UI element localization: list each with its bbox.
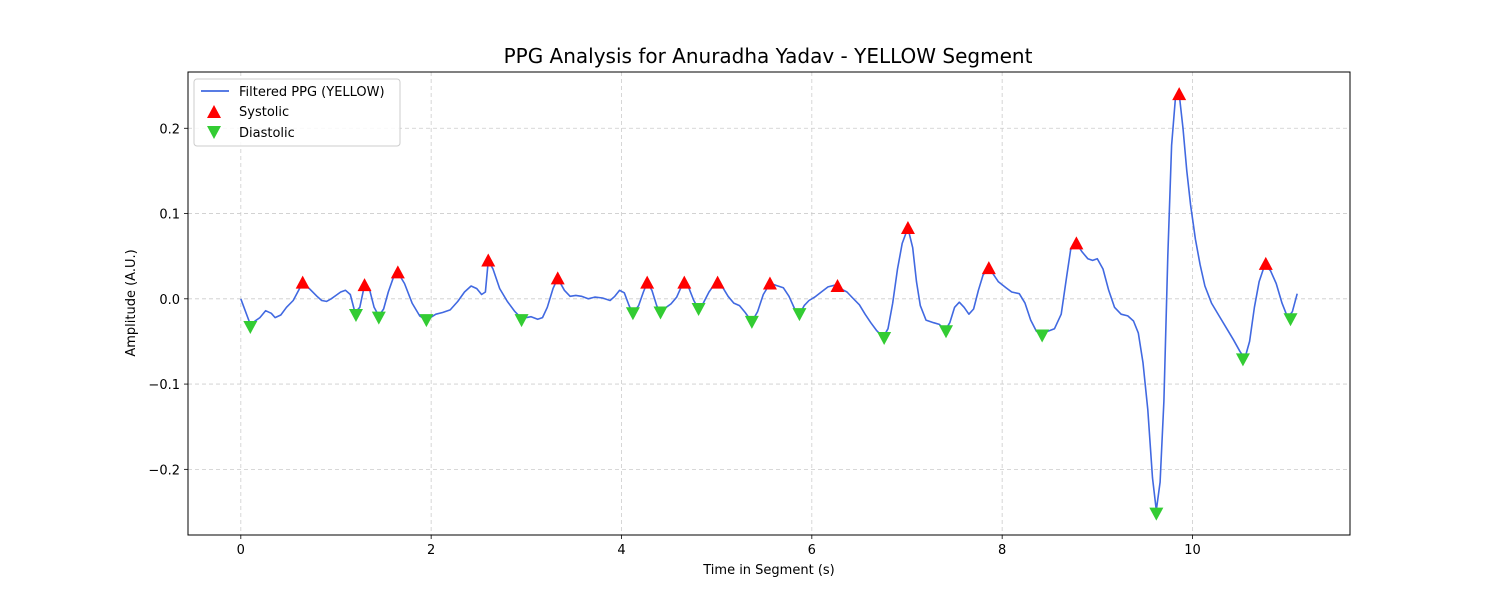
legend-label-filtered-ppg: Filtered PPG (YELLOW) xyxy=(239,85,385,100)
x-tick-label: 6 xyxy=(808,543,816,558)
chart-title: PPG Analysis for Anuradha Yadav - YELLOW… xyxy=(504,44,1033,68)
y-tick-label: 0.2 xyxy=(159,122,180,137)
diastolic-trough-marker xyxy=(371,311,386,325)
systolic-peak-marker xyxy=(762,276,777,290)
diastolic-trough-marker xyxy=(744,315,759,329)
systolic-peak-marker xyxy=(295,275,310,289)
grid-lines xyxy=(188,72,1350,535)
x-tick-label: 8 xyxy=(998,543,1006,558)
legend-box xyxy=(193,78,401,147)
systolic-peak-marker xyxy=(1258,256,1273,270)
systolic-peak-marker xyxy=(900,221,915,235)
systolic-peak-marker xyxy=(677,275,692,289)
diastolic-trough-marker xyxy=(419,314,434,328)
legend-systolic-marker xyxy=(207,105,221,118)
x-tick-label: 2 xyxy=(427,543,435,558)
systolic-peak-marker xyxy=(1172,87,1187,101)
y-axis-title: Amplitude (A.U.) xyxy=(124,249,139,356)
diastolic-trough-marker xyxy=(877,332,892,346)
diastolic-trough-marker xyxy=(1235,353,1250,367)
y-tick-label: 0.1 xyxy=(159,208,180,223)
legend-label-systolic: Systolic xyxy=(239,105,289,120)
diastolic-trough-marker xyxy=(625,307,640,321)
x-tick-label: 10 xyxy=(1184,543,1201,558)
legend-label-diastolic: Diastolic xyxy=(239,126,295,141)
systolic-peak-marker xyxy=(390,265,405,279)
x-tick-label: 4 xyxy=(617,543,625,558)
systolic-peak-marker xyxy=(550,271,565,285)
x-tick-label: 0 xyxy=(237,543,245,558)
y-tick-label: −0.2 xyxy=(148,463,180,478)
systolic-peak-marker xyxy=(830,279,845,293)
systolic-peak-marker xyxy=(357,278,372,292)
x-axis-title: Time in Segment (s) xyxy=(702,563,834,578)
diastolic-trough-marker xyxy=(1149,507,1164,521)
legend-diastolic-marker xyxy=(207,126,221,139)
systolic-peak-marker xyxy=(981,261,996,275)
systolic-peak-marker xyxy=(710,275,725,289)
plot-series xyxy=(240,87,1298,521)
diastolic-trough-marker xyxy=(348,309,363,323)
x-axis: 0 2 4 6 8 10 xyxy=(237,535,1201,558)
plot-area-frame xyxy=(187,71,1351,536)
diastolic-trough-marker xyxy=(514,314,529,328)
y-tick-label: −0.1 xyxy=(148,378,180,393)
systolic-peak-marker xyxy=(640,275,655,289)
diastolic-trough-marker xyxy=(939,325,954,339)
diastolic-trough-marker xyxy=(243,320,258,334)
diastolic-trough-marker xyxy=(792,308,807,322)
diastolic-trough-marker xyxy=(653,306,668,320)
diastolic-trough-marker xyxy=(691,303,706,317)
systolic-peak-marker xyxy=(481,253,496,267)
legend: Filtered PPG (YELLOW) Systolic Diastolic xyxy=(193,78,401,147)
systolic-peak-marker xyxy=(1069,236,1084,250)
diastolic-trough-marker xyxy=(1283,313,1298,327)
y-axis: −0.2 −0.1 0.0 0.1 0.2 xyxy=(148,122,188,478)
diastolic-trough-marker xyxy=(1035,329,1050,343)
y-tick-label: 0.0 xyxy=(159,293,180,308)
